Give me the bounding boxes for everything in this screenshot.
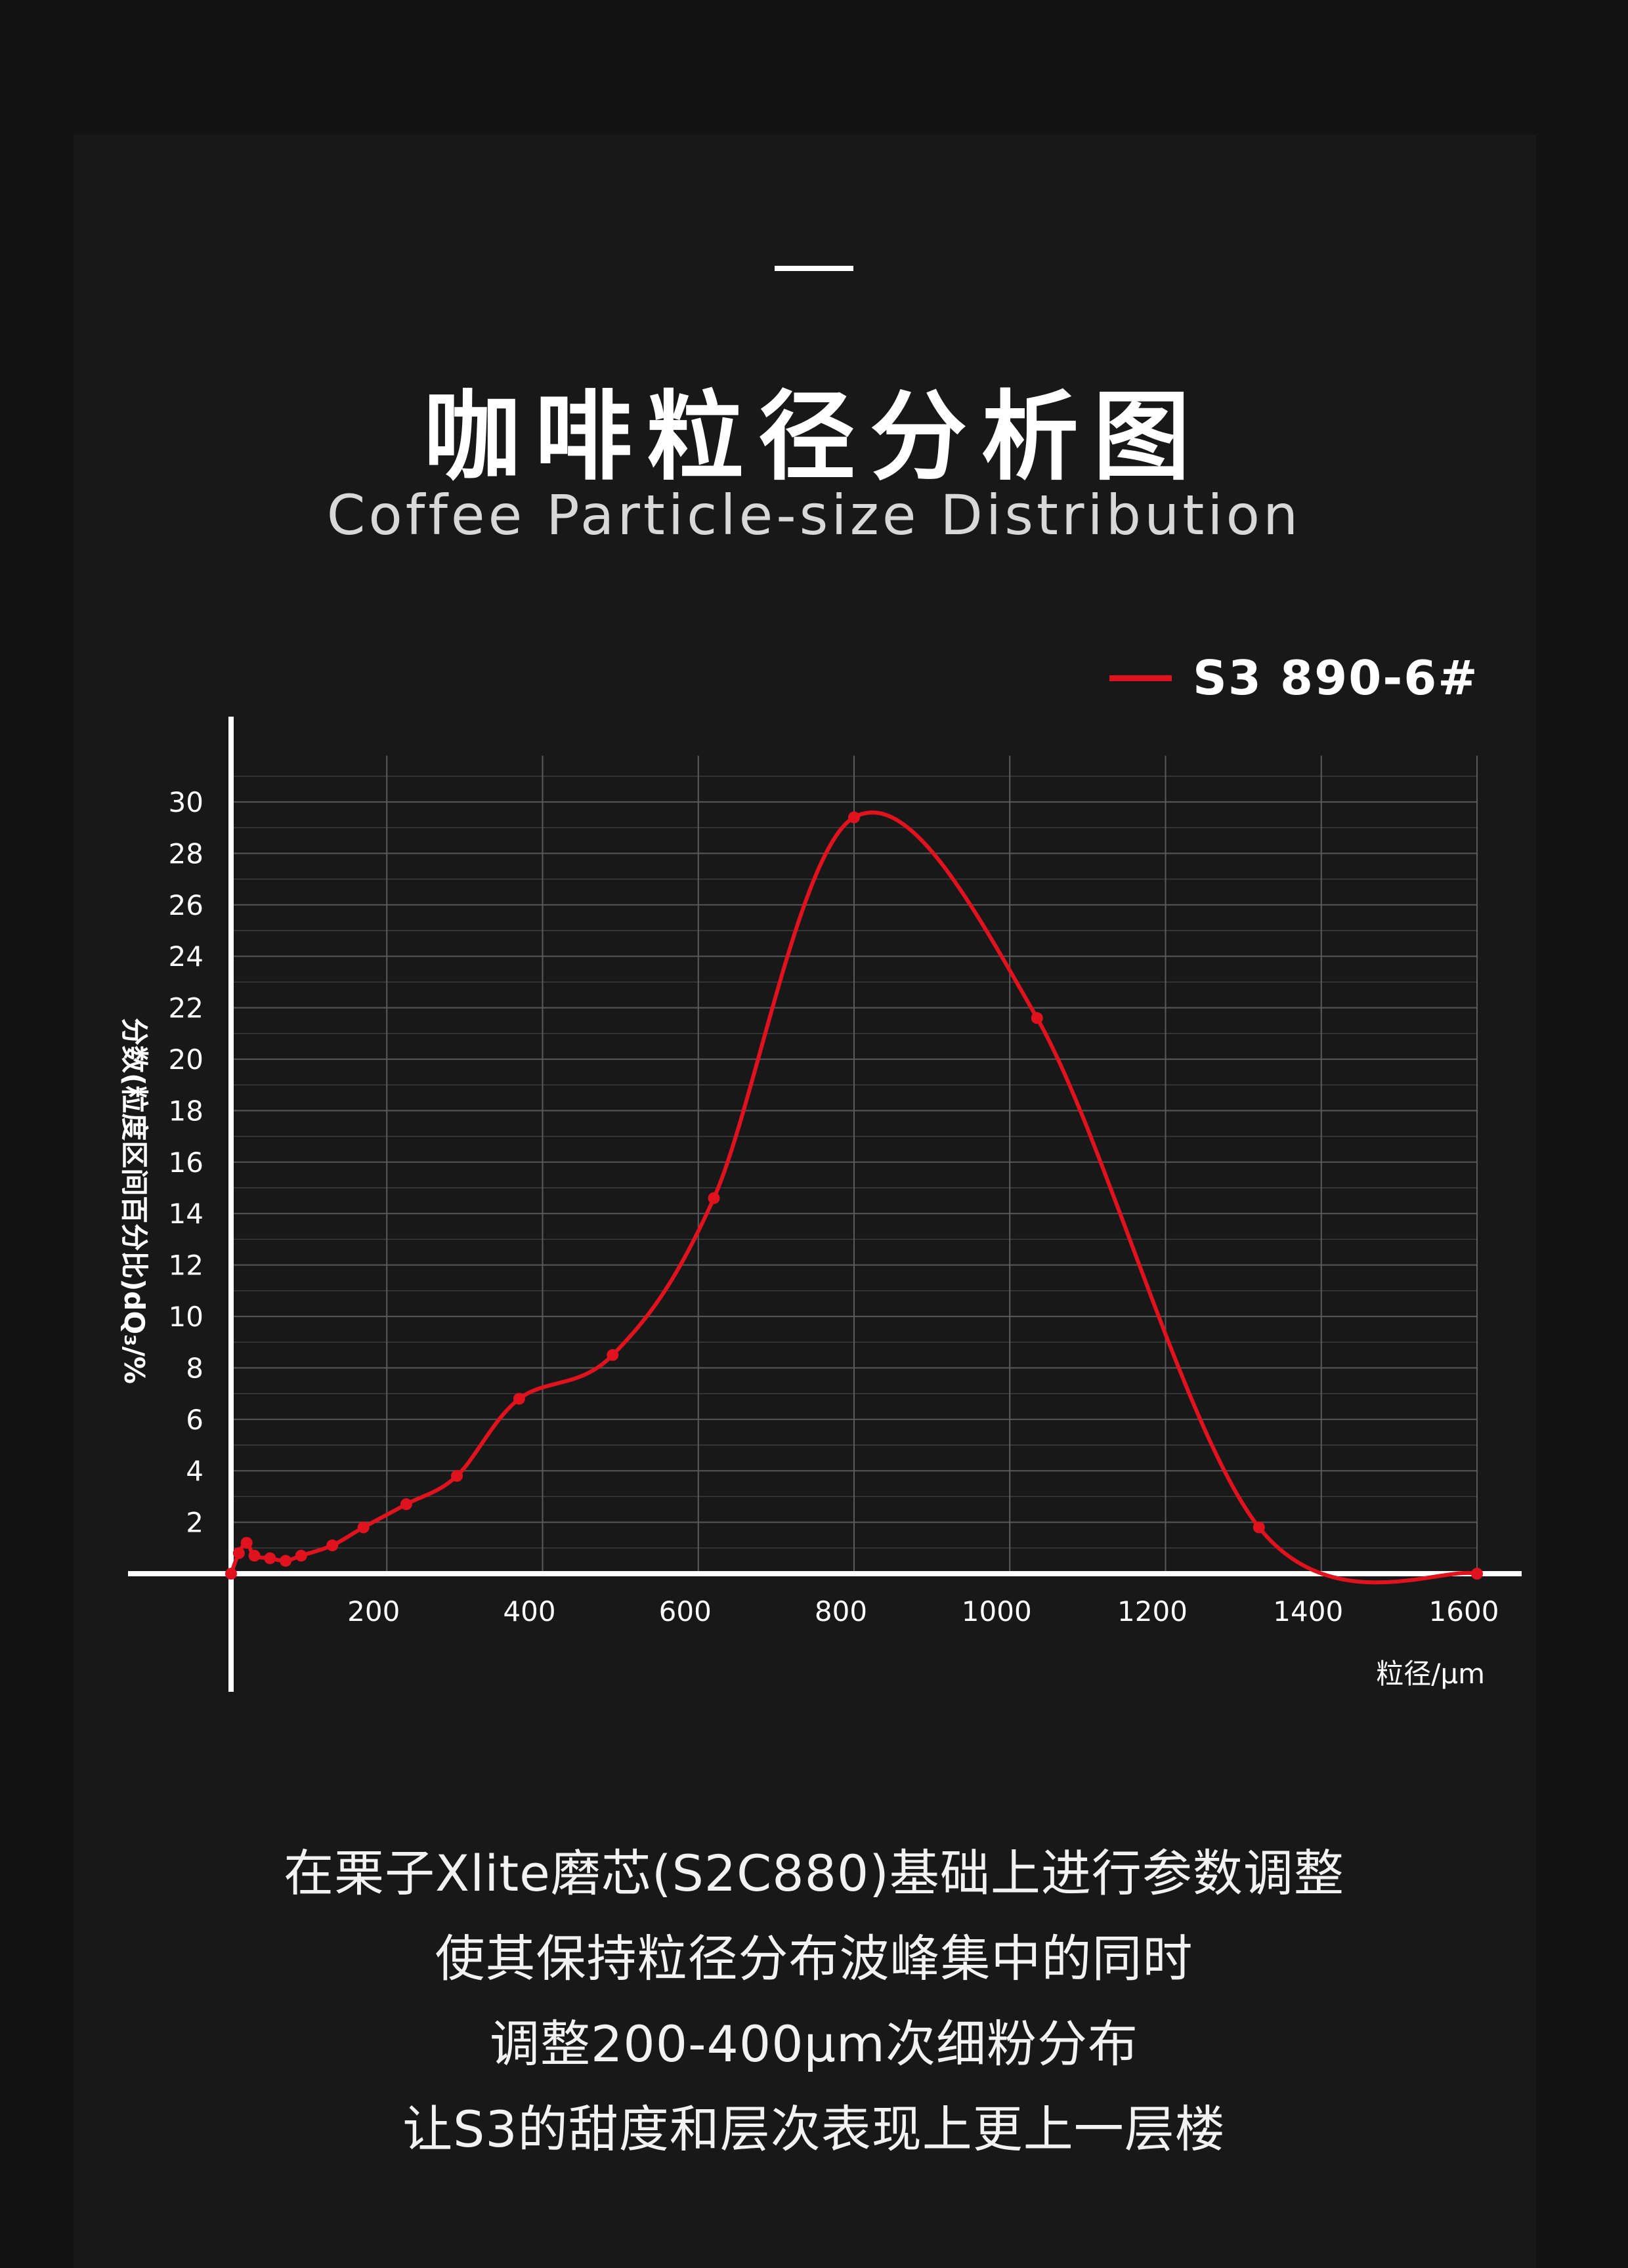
title-dash — [775, 266, 853, 271]
chart-series — [225, 810, 1483, 1585]
y-tick-label: 28 — [169, 837, 204, 870]
y-tick-label: 18 — [169, 1095, 204, 1127]
y-axis-label: 分数(粒度区间百分比)dQ₃/% — [118, 1018, 150, 1384]
x-tick-label: 1400 — [1273, 1595, 1343, 1628]
y-tick-label: 24 — [169, 940, 204, 973]
legend-label: S3 890-6# — [1193, 650, 1479, 705]
x-tick-label: 400 — [503, 1595, 555, 1628]
particle-size-chart: 200 400 600 800 1000 1200 1400 1600 24681012141… — [118, 717, 1522, 1692]
y-tick-label: 22 — [169, 992, 204, 1024]
data-point — [708, 1192, 720, 1204]
chart-grid — [231, 755, 1478, 1574]
y-tick-label: 20 — [169, 1043, 204, 1076]
data-point — [513, 1393, 525, 1405]
data-point — [248, 1549, 261, 1562]
data-point — [1253, 1521, 1265, 1534]
x-axis-label: 粒径/μm — [1376, 1658, 1485, 1690]
data-point — [848, 811, 860, 824]
x-tick-label: 1200 — [1117, 1595, 1188, 1628]
chart-axes — [128, 717, 1522, 1692]
caption-line: 使其保持粒径分布波峰集中的同时 — [435, 1929, 1193, 1988]
data-point — [280, 1555, 292, 1567]
x-tick-label: 600 — [659, 1595, 712, 1628]
y-tick-label: 2 — [186, 1507, 204, 1539]
x-tick-labels: 200 400 600 800 1000 1200 1400 1600 — [347, 1595, 1499, 1628]
y-tick-label: 16 — [169, 1146, 204, 1179]
x-tick-label: 200 — [347, 1595, 400, 1628]
data-point — [400, 1498, 412, 1511]
y-tick-label: 10 — [169, 1301, 204, 1333]
y-tick-label: 8 — [186, 1352, 204, 1384]
legend-swatch — [1109, 675, 1172, 681]
y-tick-label: 4 — [186, 1455, 204, 1487]
data-point — [326, 1539, 339, 1551]
data-point — [1471, 1568, 1483, 1580]
data-point — [240, 1536, 253, 1549]
y-tick-label: 12 — [169, 1250, 204, 1282]
y-tick-label: 14 — [169, 1198, 204, 1230]
caption-block: 在栗子Xlite磨芯(S2C880)基础上进行参数调整 使其保持粒径分布波峰集中… — [0, 1831, 1628, 2172]
data-point — [357, 1521, 370, 1534]
y-tick-label: 26 — [169, 889, 204, 921]
page-title: 咖啡粒径分析图 — [423, 381, 1205, 494]
x-tick-label: 1600 — [1429, 1595, 1499, 1628]
y-tick-label: 6 — [186, 1404, 204, 1436]
y-tick-label: 30 — [169, 786, 204, 818]
caption-line: 调整200-400μm次细粉分布 — [490, 2015, 1138, 2073]
data-point — [264, 1552, 276, 1564]
data-point — [451, 1470, 463, 1482]
caption-line: 让S3的甜度和层次表现上更上一层楼 — [402, 2100, 1226, 2158]
content-panel — [74, 135, 1536, 2268]
caption-line: 在栗子Xlite磨芯(S2C880)基础上进行参数调整 — [284, 1844, 1344, 1902]
page-subtitle: Coffee Particle-size Distribution — [326, 483, 1302, 547]
x-tick-label: 800 — [815, 1595, 867, 1628]
x-tick-label: 1000 — [962, 1595, 1032, 1628]
data-point — [1031, 1012, 1043, 1024]
data-point — [225, 1568, 237, 1580]
data-point — [295, 1549, 307, 1562]
data-point — [607, 1349, 619, 1361]
chart-legend: S3 890-6# — [1109, 648, 1479, 707]
data-point — [232, 1547, 245, 1559]
